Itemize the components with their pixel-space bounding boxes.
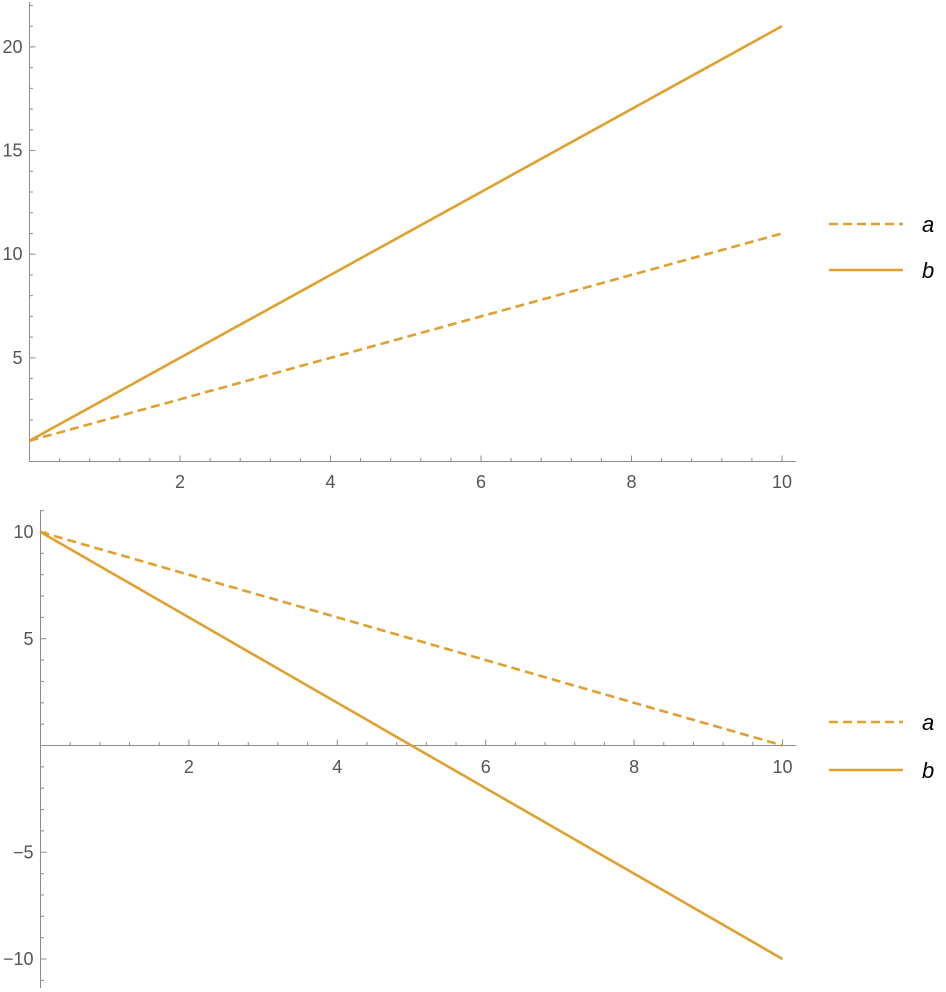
x-tick-label: 10 (772, 757, 792, 777)
y-tick-label: −10 (3, 949, 34, 969)
series-line-a (29, 232, 783, 443)
x-tick-label: 4 (325, 472, 335, 492)
y-tick-label: 20 (2, 37, 22, 57)
legend-label-a: a (922, 212, 934, 237)
x-tick-label: 2 (175, 472, 185, 492)
series-line-b (28, 25, 783, 442)
y-tick-label: 10 (13, 522, 33, 542)
x-tick-label: 6 (481, 757, 491, 777)
series-line-a (40, 530, 783, 747)
legend-label-b: b (922, 758, 934, 783)
y-tick-label: 5 (23, 629, 33, 649)
x-tick-label: 2 (184, 757, 194, 777)
y-tick-label: 5 (12, 348, 22, 368)
legend-label-a: a (922, 710, 934, 735)
y-tick-label: 15 (2, 141, 22, 161)
top-chart: 2 4 6 8 10 5 10 15 20 ab (2, 2, 934, 492)
series-line-b (39, 530, 784, 961)
x-tick-label: 6 (476, 472, 486, 492)
x-tick-label: 4 (332, 757, 342, 777)
x-tick-label: 8 (629, 757, 639, 777)
y-tick-label: −5 (13, 842, 34, 862)
y-tick-label: 10 (2, 244, 22, 264)
bottom-chart: 2 4 6 8 10 −10 −5 5 10 ab (3, 510, 934, 988)
x-tick-label: 10 (772, 472, 792, 492)
legend-label-b: b (922, 258, 934, 283)
x-tick-label: 8 (626, 472, 636, 492)
